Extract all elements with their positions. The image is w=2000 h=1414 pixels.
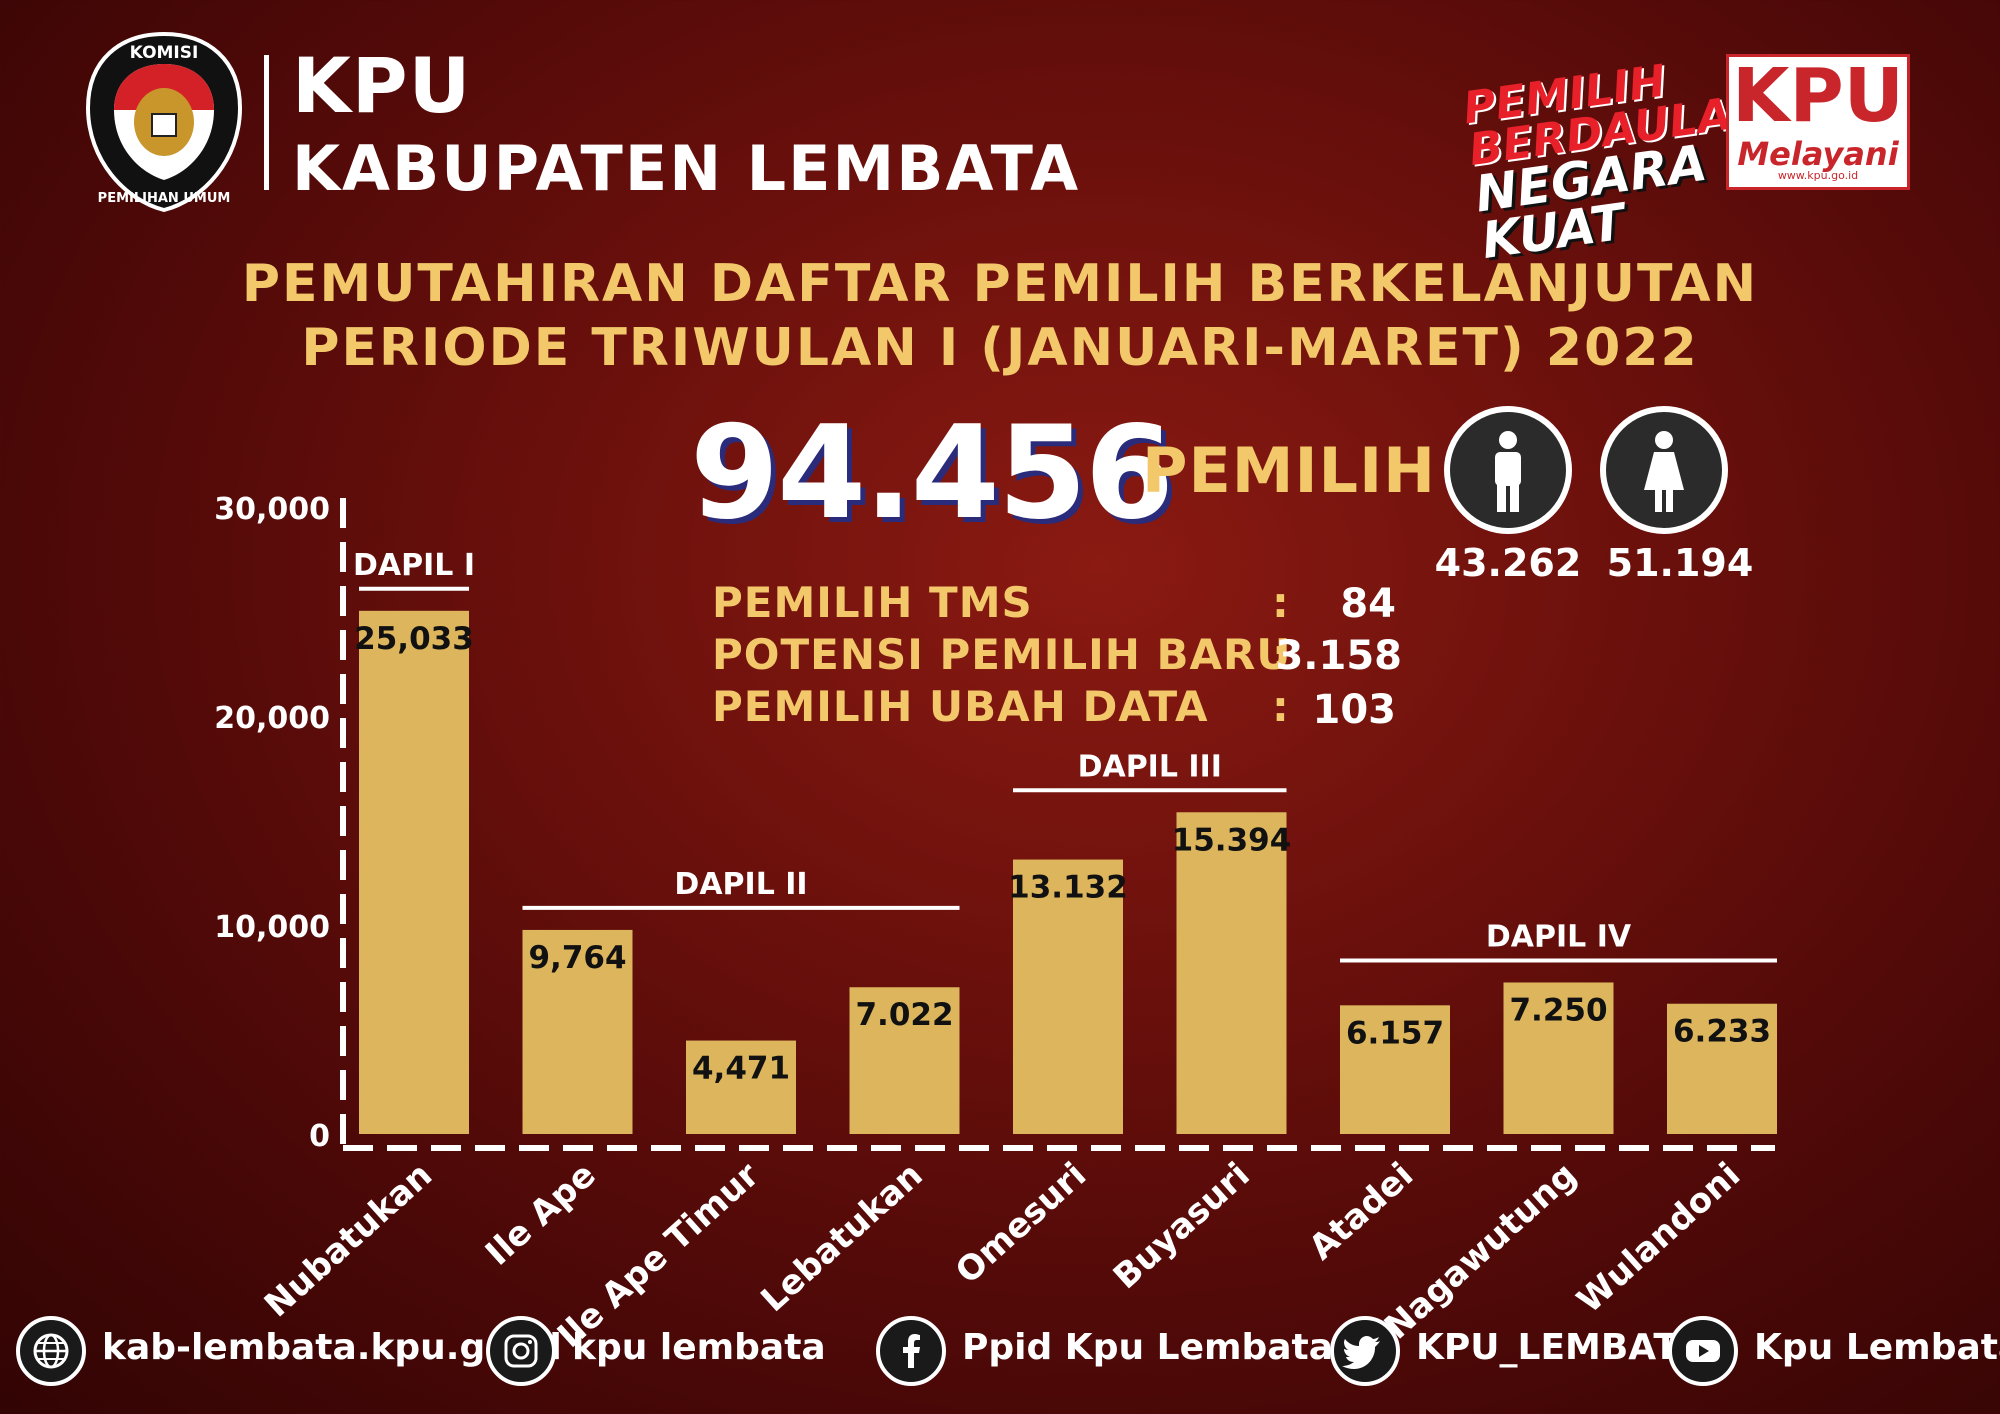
x-category-label: Atadei [1302, 1155, 1421, 1268]
bar-buyasuri [1176, 812, 1287, 1134]
social-text: kpu lembata [572, 1327, 826, 1368]
stat-colon: : [1272, 630, 1289, 679]
stat-value-changed: 103 [1312, 687, 1397, 733]
social-text: kab-lembata.kpu.go.id [102, 1327, 562, 1368]
bar-value-label: 9,764 [528, 940, 626, 976]
kpu-logo: KOMISI PEMILIHAN UMUM [80, 30, 248, 215]
page-title-line1: PEMUTAHIRAN DAFTAR PEMILIH BERKELANJUTAN [241, 254, 1759, 314]
male-count: 43.262 [1434, 541, 1582, 585]
x-category-label: Lebatukan [753, 1155, 930, 1320]
kpu-melayani-badge: KPU Melayani www.kpu.go.id [1726, 54, 1910, 190]
x-category-label: Omesuri [948, 1155, 1094, 1292]
bar-value-label: 13.132 [1008, 870, 1128, 906]
female-count: 51.194 [1606, 541, 1754, 585]
social-text: Kpu Lembata [1754, 1327, 2000, 1368]
x-category-label: Nubatukan [257, 1155, 440, 1325]
stat-label-changed: PEMILIH UBAH DATA [712, 682, 1209, 731]
social-text: Ppid Kpu Lembata [962, 1327, 1334, 1368]
stat-colon: : [1272, 682, 1289, 731]
total-voters-label: PEMILIH [1142, 434, 1437, 507]
male-person-icon [1444, 406, 1572, 534]
x-category-label: Wulandoni [1570, 1155, 1748, 1321]
bar-value-label: 25,033 [354, 621, 474, 657]
group-label: DAPIL II [674, 867, 807, 902]
badge-title: KPU [1732, 53, 1904, 139]
bar-value-label: 7.022 [855, 997, 953, 1033]
bar-nagawutung [1503, 982, 1614, 1134]
header-divider [264, 55, 269, 190]
group-label: DAPIL III [1078, 749, 1222, 784]
stat-colon: : [1272, 578, 1289, 627]
badge-url: www.kpu.go.id [1777, 169, 1859, 182]
bar-ile-ape [522, 929, 633, 1134]
facebook-icon [876, 1316, 946, 1386]
group-label: DAPIL I [353, 548, 475, 583]
bar-nubatukan [359, 610, 469, 1134]
logo-top-text: KOMISI [130, 43, 199, 63]
bar-value-label: 4,471 [692, 1051, 790, 1087]
logo-bottom-text: PEMILIHAN UMUM [98, 191, 231, 206]
bar-lebatukan [849, 987, 960, 1134]
group-label: DAPIL IV [1486, 919, 1632, 954]
bar-value-label: 15.394 [1172, 822, 1292, 858]
bar-value-label: 6.233 [1673, 1014, 1771, 1050]
bar-omesuri [1013, 859, 1123, 1134]
x-category-label: Buyasuri [1106, 1155, 1258, 1297]
bar-value-label: 6.157 [1346, 1015, 1444, 1051]
org-name-full: KABUPATEN LEMBATA [292, 132, 1081, 205]
badge-subtitle: Melayani [1737, 135, 1899, 173]
bar-ile-ape-timur [686, 1040, 796, 1134]
twitter-icon [1330, 1316, 1400, 1386]
youtube-icon [1668, 1316, 1738, 1386]
y-tick-label: 30,000 [214, 492, 330, 527]
bar-atadei [1340, 1005, 1450, 1134]
stat-label-tms: PEMILIH TMS [712, 578, 1033, 627]
stat-value-tms: 84 [1340, 581, 1396, 627]
total-voters-value: 94.456 [690, 399, 1174, 548]
bar-wulandoni [1667, 1003, 1777, 1134]
instagram-icon [486, 1316, 556, 1386]
x-category-label: Ile Ape [478, 1155, 604, 1274]
y-tick-label: 10,000 [214, 910, 330, 945]
page-title-line2: PERIODE TRIWULAN I (JANUARI-MARET) 2022 [301, 318, 1699, 378]
org-name-short: KPU [292, 41, 472, 130]
y-tick-label: 20,000 [214, 701, 330, 736]
globe-icon [16, 1316, 86, 1386]
stat-value-new: 3.158 [1275, 633, 1402, 679]
social-text: KPU_LEMBATA [1416, 1327, 1703, 1368]
bar-value-label: 7.250 [1509, 992, 1607, 1028]
stat-label-new: POTENSI PEMILIH BARU [712, 630, 1292, 679]
female-person-icon [1600, 406, 1728, 534]
y-tick-label: 0 [309, 1119, 330, 1154]
